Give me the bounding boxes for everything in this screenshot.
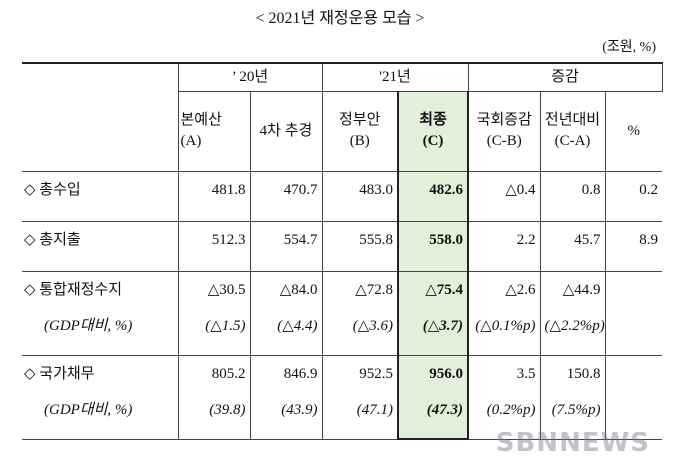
value: △2.6	[505, 281, 536, 298]
data-row: ◇ 통합재정수지 (GDP대비, %) △30.5 (△1.5) △84.0 (△4.4)…	[22, 270, 663, 356]
value: 952.5	[359, 365, 393, 382]
row-label-cell: ◇ 총지출	[22, 220, 179, 272]
group-header: '21년	[321, 62, 469, 92]
row-label: ◇ 총수입	[24, 181, 81, 198]
value: △72.8	[355, 281, 393, 298]
value-cell: △30.5 (△1.5)	[177, 270, 251, 356]
sub-value: (43.9)	[281, 401, 318, 418]
column-header: %	[604, 90, 663, 172]
row-label-cell: ◇ 통합재정수지 (GDP대비, %)	[22, 270, 179, 356]
column-header: 최종 (C)	[396, 90, 470, 172]
row-label-cell: ◇ 총수입	[22, 170, 179, 222]
value-cell: 481.8	[177, 170, 251, 222]
value-cell: △84.0 (△4.4)	[249, 270, 323, 356]
table: ’ 20년 '21년 증감 본예산 (A) 4차 추경 정부안 (B) 최종 (C) 국회증감…	[22, 62, 663, 440]
value: 3.5	[516, 365, 536, 382]
value: 2.2	[516, 231, 536, 248]
value: 558.0	[429, 231, 464, 248]
value: △30.5	[207, 281, 246, 298]
sub-value: (7.5%p)	[551, 401, 601, 418]
value-cell: 0.2	[604, 170, 663, 222]
value: △84.0	[279, 281, 318, 298]
value: 554.7	[283, 231, 318, 248]
column-header: 정부안 (B)	[321, 90, 399, 172]
sub-value: (△3.7)	[422, 317, 464, 334]
value-cell: 45.7	[539, 220, 606, 272]
value-cell: 956.0 (47.3)	[396, 354, 470, 440]
value: 150.8	[566, 365, 601, 382]
value: 45.7	[574, 231, 601, 248]
unit: (조원, %)	[602, 40, 656, 55]
sub-value: (47.3)	[426, 401, 464, 418]
value-cell: 805.2 (39.8)	[177, 354, 251, 440]
value: 555.8	[359, 231, 393, 248]
value: 805.2	[211, 365, 246, 382]
sub-value: (39.8)	[209, 401, 246, 418]
value: 482.6	[429, 181, 464, 198]
column-header: 4차 추경	[249, 90, 323, 172]
value-cell: 846.9 (43.9)	[249, 354, 323, 440]
value-cell: 555.8	[321, 220, 399, 272]
row-label-cell: ◇ 국가채무 (GDP대비, %)	[22, 354, 179, 440]
header-row: ’ 20년 '21년 증감	[22, 62, 663, 172]
row-sub-label: (GDP대비, %)	[44, 401, 133, 418]
value-cell: △44.9 (△2.2%p)	[539, 270, 606, 356]
sub-value: (△1.5)	[205, 317, 246, 334]
value-cell: 558.0	[396, 220, 470, 272]
column-header: 국회증감 (C-B)	[467, 90, 541, 172]
value: 481.8	[211, 181, 246, 198]
value-cell: 150.8 (7.5%p)	[539, 354, 606, 440]
value-cell: 483.0	[321, 170, 399, 222]
value-cell: △75.4 (△3.7)	[396, 270, 470, 356]
row-label: ◇ 총지출	[24, 231, 81, 248]
group-header: ’ 20년	[177, 62, 323, 92]
value-cell: 470.7	[249, 170, 323, 222]
sub-value: (△4.4)	[277, 317, 318, 334]
column-header: 본예산 (A)	[178, 90, 251, 172]
value: 846.9	[283, 365, 318, 382]
value: 483.0	[359, 181, 393, 198]
value-cell: 512.3	[177, 220, 251, 272]
value: 512.3	[211, 231, 246, 248]
value-cell: 0.8	[539, 170, 606, 222]
header-row: 본예산 (A) 4차 추경 정부안 (B) 최종 (C) 국회증감 (C-B) 전년대비 …	[22, 90, 663, 172]
row-label: ◇ 국가채무	[24, 365, 95, 382]
value: 470.7	[283, 181, 318, 198]
sub-value: (△2.2%p)	[544, 317, 605, 334]
value: △44.9	[562, 281, 601, 298]
value-cell: 482.6	[396, 170, 470, 222]
value-cell	[604, 354, 663, 440]
sub-value: (△0.1%p)	[475, 317, 536, 334]
value: 0.2	[639, 181, 659, 198]
value-cell: △0.4	[467, 170, 541, 222]
sub-value: (△3.6)	[352, 317, 393, 334]
row-sub-label: (GDP대비, %)	[44, 317, 133, 334]
value-cell: 554.7	[249, 220, 323, 272]
value-cell: 3.5 (0.2%p)	[467, 354, 541, 440]
data-row: ◇ 국가채무 (GDP대비, %) 805.2 (39.8) 846.9 (43.9) 95…	[22, 354, 663, 440]
value-cell: △72.8 (△3.6)	[321, 270, 399, 356]
watermark: SBNNEWS	[495, 428, 650, 458]
sub-value: (0.2%p)	[486, 401, 536, 418]
data-row: ◇ 총수입 481.8 470.7 483.0 482.6 △0.4 0.8 0.2	[22, 170, 663, 222]
value-cell: 2.2	[467, 220, 541, 272]
value: 8.9	[639, 231, 659, 248]
value-cell: △2.6 (△0.1%p)	[467, 270, 541, 356]
corner-cell	[22, 62, 179, 172]
data-row: ◇ 총지출 512.3 554.7 555.8 558.0 2.2 45.7 8.9	[22, 220, 663, 272]
value: △75.4	[425, 281, 464, 298]
value: 956.0	[429, 365, 464, 382]
value-cell	[604, 270, 663, 356]
value: △0.4	[505, 181, 536, 198]
group-header: 증감	[467, 62, 663, 92]
value-cell: 8.9	[604, 220, 663, 272]
column-header: 전년대비 (C-A)	[539, 90, 606, 172]
sub-value: (47.1)	[356, 401, 393, 418]
value-cell: 952.5 (47.1)	[321, 354, 399, 440]
value: 0.8	[581, 181, 601, 198]
title: < 2021년 재정운용 모습 >	[255, 10, 425, 27]
row-label: ◇ 통합재정수지	[24, 281, 123, 298]
